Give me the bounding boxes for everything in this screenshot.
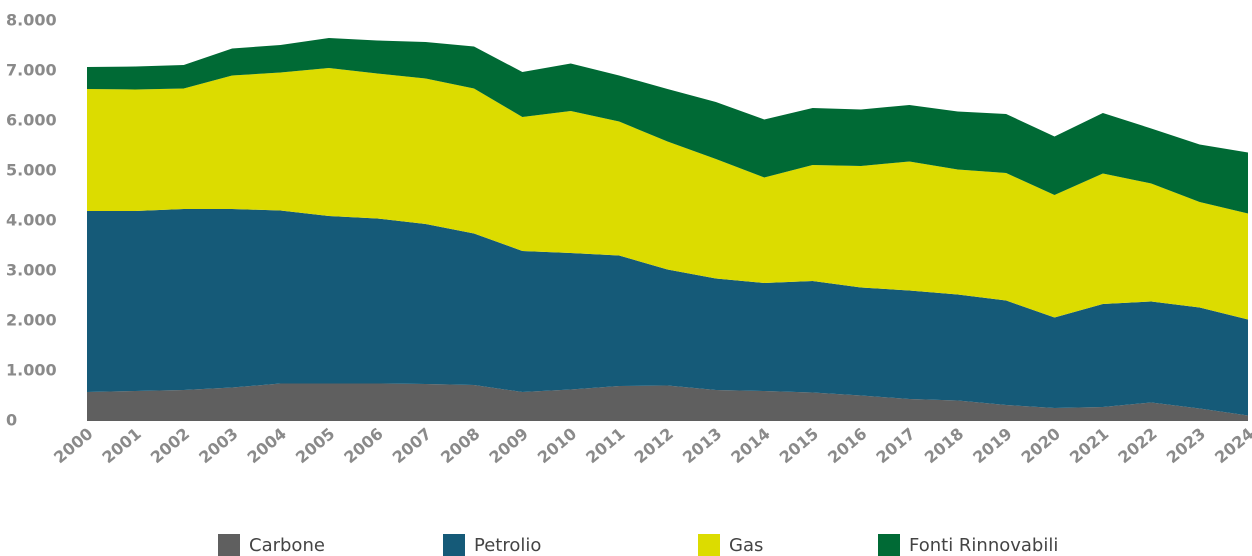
x-tick-label: 2013: [679, 424, 725, 467]
x-tick-label: 2010: [534, 424, 580, 467]
legend-swatch: [443, 534, 465, 556]
x-tick-label: 2002: [147, 424, 193, 467]
x-tick-label: 2018: [921, 424, 967, 467]
x-tick-label: 2001: [99, 424, 145, 467]
legend-label: Carbone: [249, 535, 325, 556]
x-tick-label: 2020: [1018, 424, 1064, 467]
x-tick-label: 2014: [727, 424, 773, 467]
x-tick-label: 2017: [873, 424, 919, 467]
y-tick-label: 2.000: [6, 311, 57, 330]
x-tick-label: 2003: [195, 424, 241, 467]
y-tick-label: 3.000: [6, 261, 57, 280]
y-tick-label: 4.000: [6, 211, 57, 230]
area: [87, 38, 1248, 214]
x-tick-label: 2006: [340, 424, 386, 467]
x-tick-label: 2009: [486, 424, 532, 467]
x-tick-label: 2021: [1066, 424, 1112, 467]
x-tick-label: 2011: [582, 424, 628, 467]
x-tick-label: 2005: [292, 424, 338, 467]
y-tick-label: 0: [6, 411, 17, 430]
legend-swatch: [878, 534, 900, 556]
area: [87, 383, 1248, 421]
x-tick-label: 2023: [1163, 424, 1209, 467]
y-tick-label: 8.000: [6, 11, 57, 30]
legend-label: Fonti Rinnovabili: [909, 535, 1058, 556]
y-tick-label: 7.000: [6, 61, 57, 80]
x-tick-label: 2007: [389, 424, 435, 467]
x-tick-label: 2012: [631, 424, 677, 467]
y-tick-label: 1.000: [6, 361, 57, 380]
legend-label: Gas: [729, 535, 763, 556]
y-tick-label: 6.000: [6, 111, 57, 130]
x-tick-label: 2008: [437, 424, 483, 467]
legend-swatch: [698, 534, 720, 556]
area: [87, 209, 1248, 416]
x-tick-label: 2024: [1211, 424, 1252, 467]
area: [87, 68, 1248, 320]
x-tick-label: 2022: [1114, 424, 1160, 467]
x-tick-label: 2004: [244, 424, 290, 467]
x-tick-label: 2016: [824, 424, 870, 467]
x-tick-label: 2000: [50, 424, 96, 467]
legend-label: Petrolio: [474, 535, 541, 556]
x-tick-label: 2015: [776, 424, 822, 467]
legend-swatch: [218, 534, 240, 556]
x-tick-label: 2019: [969, 424, 1015, 467]
y-tick-label: 5.000: [6, 161, 57, 180]
